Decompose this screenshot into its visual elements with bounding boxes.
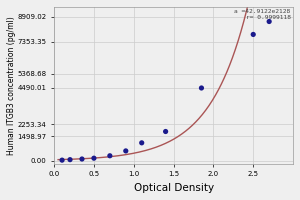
Point [251,33,256,36]
Point [123,149,128,153]
Point [139,141,144,144]
Point [60,159,64,162]
Point [92,157,96,160]
Point [199,86,204,90]
X-axis label: Optical Density: Optical Density [134,183,214,193]
Text: a =42.9122e2128
r= 0.9999118: a =42.9122e2128 r= 0.9999118 [234,9,291,20]
Point [267,20,272,23]
Point [68,158,72,161]
Point [107,154,112,157]
Y-axis label: Human ITGB3 concentration (pg/ml): Human ITGB3 concentration (pg/ml) [7,16,16,155]
Point [80,157,84,161]
Point [163,130,168,133]
